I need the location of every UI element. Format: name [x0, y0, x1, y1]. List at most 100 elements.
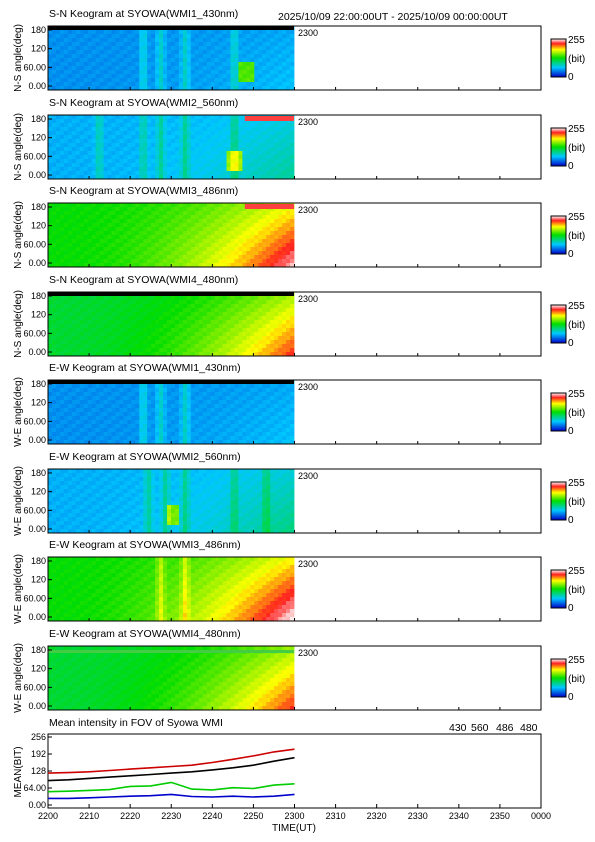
keogram-title: E-W Keogram at SYOWA(WMI4_480nm) — [49, 628, 241, 640]
colorbar-max: 255 — [568, 124, 585, 135]
series-line-480 — [47, 756, 295, 782]
data-end-label: 2300 — [298, 294, 318, 304]
colorbar-min: 0 — [568, 338, 574, 349]
keogram-y-tick: 0.00 — [28, 612, 46, 622]
chart-y-label: MEAN(BIT) — [13, 746, 24, 797]
colorbar-unit: (bit) — [568, 585, 585, 596]
colorbar-max: 255 — [568, 301, 585, 312]
keogram-y-tick: 120 — [31, 44, 46, 54]
keogram-y-tick: 60.00 — [23, 682, 46, 692]
keogram-y-tick: 0.00 — [28, 701, 46, 711]
colorbar-min: 0 — [568, 249, 574, 260]
chart-x-tick: 2310 — [326, 811, 346, 821]
keogram-y-tick: 180 — [31, 556, 46, 566]
colorbar-min: 0 — [568, 692, 574, 703]
colorbar-min: 0 — [568, 515, 574, 526]
keogram-title: E-W Keogram at SYOWA(WMI1_430nm) — [49, 362, 241, 374]
keogram-title: S-N Keogram at SYOWA(WMI1_430nm) — [49, 8, 238, 20]
colorbar — [550, 569, 567, 609]
colorbar — [550, 304, 567, 344]
series-line-560 — [47, 781, 295, 793]
colorbar-min: 0 — [568, 72, 574, 83]
keogram-panel: E-W Keogram at SYOWA(WMI1_430nm)180 120 60… — [13, 362, 585, 447]
keogram-y-tick: 180 — [31, 379, 46, 389]
keogram-y-tick: 120 — [31, 398, 46, 408]
keogram-title: E-W Keogram at SYOWA(WMI2_560nm) — [49, 451, 241, 463]
data-end-label: 2300 — [298, 28, 318, 38]
data-end-label: 2300 — [298, 648, 318, 658]
data-end-label: 2300 — [298, 117, 318, 127]
chart-x-tick: 2250 — [243, 811, 263, 821]
colorbar-max: 255 — [568, 389, 585, 400]
keogram-title: E-W Keogram at SYOWA(WMI3_486nm) — [49, 539, 241, 551]
chart-y-tick: 0.00 — [28, 800, 46, 810]
chart-y-tick: 192 — [31, 749, 46, 759]
keogram-panel: S-N Keogram at SYOWA(WMI3_486nm)180 120 60… — [13, 185, 585, 269]
keogram-panel: E-W Keogram at SYOWA(WMI3_486nm)180 120 60… — [13, 539, 585, 624]
keogram-y-tick: 120 — [31, 310, 46, 320]
keogram-y-tick: 60.00 — [23, 505, 46, 515]
chart-x-tick: 2230 — [161, 811, 181, 821]
colorbar — [550, 127, 567, 167]
keogram-y-tick: 0.00 — [28, 81, 46, 91]
keogram-y-tick: 180 — [31, 645, 46, 655]
legend-430: 430 — [449, 722, 467, 734]
keogram-title: S-N Keogram at SYOWA(WMI2_560nm) — [49, 97, 238, 109]
keogram-y-tick: 0.00 — [28, 347, 46, 357]
keogram-panel: E-W Keogram at SYOWA(WMI2_560nm)180 120 60… — [13, 451, 585, 536]
keogram-y-tick: 0.00 — [28, 524, 46, 534]
keogram-y-tick: 60.00 — [23, 151, 46, 161]
data-end-label: 2300 — [298, 382, 318, 392]
keogram-image — [48, 469, 295, 534]
keogram-y-tick: 180 — [31, 25, 46, 35]
keogram-image — [48, 203, 295, 268]
keogram-y-tick: 60.00 — [23, 328, 46, 338]
chart-x-label: TIME(UT) — [272, 823, 316, 834]
keogram-y-tick: 120 — [31, 487, 46, 497]
chart-x-tick: 2300 — [284, 811, 304, 821]
colorbar-min: 0 — [568, 426, 574, 437]
chart-y-tick: 256 — [31, 732, 46, 742]
chart-x-tick: 2200 — [38, 811, 58, 821]
chart-x-tick: 2350 — [490, 811, 510, 821]
colorbar — [550, 481, 567, 521]
keogram-title: S-N Keogram at SYOWA(WMI3_486nm) — [49, 185, 238, 197]
chart-y-tick: 64.00 — [23, 783, 46, 793]
keogram-image — [48, 646, 295, 711]
keogram-y-label: N-S angle(deg) — [13, 201, 24, 269]
colorbar-min: 0 — [568, 603, 574, 614]
chart-x-tick: 2320 — [367, 811, 387, 821]
data-end-label: 2300 — [298, 205, 318, 215]
keogram-y-tick: 0.00 — [28, 435, 46, 445]
keogram-y-label: N-S angle(deg) — [13, 113, 24, 181]
colorbar-max: 255 — [568, 35, 585, 46]
keogram-panel: S-N Keogram at SYOWA(WMI2_560nm)180 120 60… — [13, 97, 585, 181]
keogram-image — [48, 557, 295, 622]
colorbar — [550, 215, 567, 255]
chart-x-tick: 2210 — [79, 811, 99, 821]
keogram-y-label: W-E angle(deg) — [13, 554, 24, 624]
colorbar-unit: (bit) — [568, 497, 585, 508]
keogram-y-tick: 180 — [31, 291, 46, 301]
header-time-range: 2025/10/09 22:00:00UT - 2025/10/09 00:00… — [278, 11, 508, 23]
keogram-image — [48, 115, 295, 180]
colorbar-unit: (bit) — [568, 320, 585, 331]
keogram-y-tick: 120 — [31, 664, 46, 674]
chart-x-tick: 2240 — [202, 811, 222, 821]
mean-intensity-chart: Mean intensity in FOV of Syowa WMI 430 5… — [13, 717, 551, 834]
colorbar-unit: (bit) — [568, 408, 585, 419]
keogram-y-tick: 60.00 — [23, 62, 46, 72]
keogram-y-tick: 120 — [31, 575, 46, 585]
colorbar-min: 0 — [568, 161, 574, 172]
legend-560: 560 — [471, 722, 489, 734]
legend-480: 480 — [520, 722, 538, 734]
keogram-y-tick: 60.00 — [23, 593, 46, 603]
colorbar-max: 255 — [568, 566, 585, 577]
chart-x-tick: 2330 — [408, 811, 428, 821]
colorbar-max: 255 — [568, 478, 585, 489]
keogram-y-label: W-E angle(deg) — [13, 643, 24, 713]
keogram-y-tick: 120 — [31, 221, 46, 231]
chart-x-tick: 2340 — [449, 811, 469, 821]
keogram-panel: S-N Keogram at SYOWA(WMI1_430nm)180 120 60… — [13, 8, 585, 92]
colorbar — [550, 392, 567, 432]
